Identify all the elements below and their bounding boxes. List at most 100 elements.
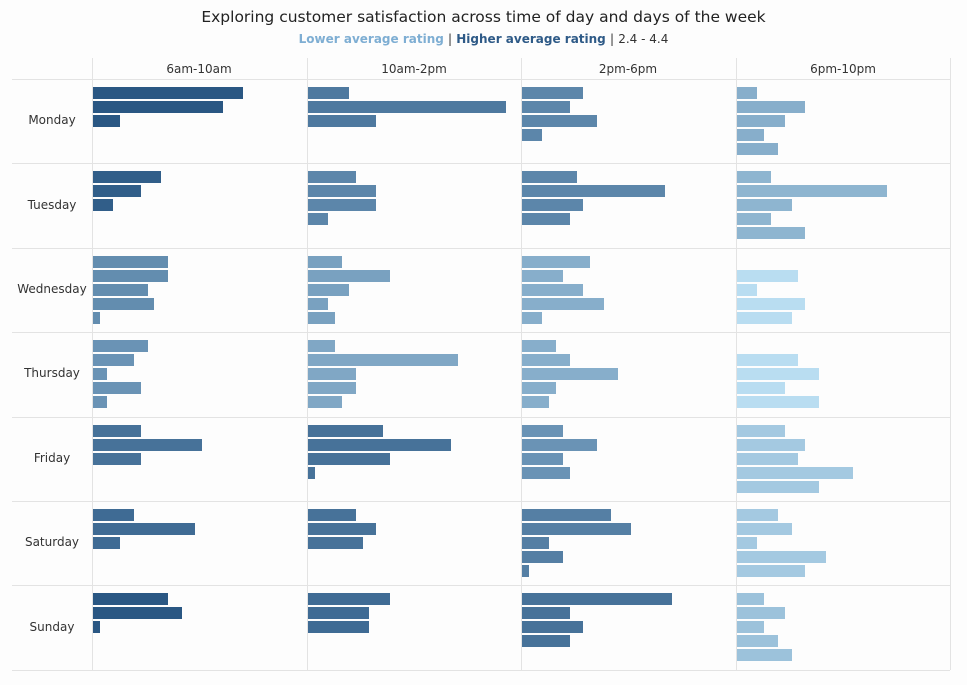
- bar: [93, 425, 141, 437]
- bar: [308, 87, 349, 99]
- bar: [737, 396, 819, 408]
- bar: [308, 185, 376, 197]
- bar: [522, 368, 618, 380]
- bar: [93, 199, 113, 211]
- row-header: Saturday: [24, 535, 80, 549]
- bar: [522, 509, 611, 521]
- bar: [737, 312, 792, 324]
- bar: [737, 649, 792, 661]
- grid-line-vertical: [950, 58, 951, 670]
- bar: [522, 199, 583, 211]
- bar: [93, 354, 134, 366]
- legend-high-label: Higher average rating: [456, 32, 606, 46]
- bar: [93, 256, 168, 268]
- bar: [737, 368, 819, 380]
- legend-separator: |: [609, 32, 615, 46]
- bar: [308, 509, 356, 521]
- bar: [93, 101, 223, 113]
- bar: [737, 523, 792, 535]
- bar: [93, 382, 141, 394]
- row-header: Thursday: [24, 366, 80, 380]
- bar: [737, 537, 757, 549]
- bar: [308, 368, 356, 380]
- grid-line-horizontal: [12, 670, 950, 671]
- bar: [93, 509, 134, 521]
- bar: [93, 453, 141, 465]
- bar: [522, 171, 577, 183]
- grid-line-horizontal: [12, 417, 950, 418]
- row-header: Tuesday: [27, 198, 77, 212]
- bar: [93, 621, 100, 633]
- grid-line-horizontal: [12, 585, 950, 586]
- grid-line-horizontal: [12, 248, 950, 249]
- bar: [308, 593, 390, 605]
- bar: [93, 171, 161, 183]
- bar: [93, 87, 243, 99]
- row-header: Friday: [33, 451, 71, 465]
- bar: [522, 635, 570, 647]
- bar: [737, 213, 771, 225]
- legend-low-label: Lower average rating: [298, 32, 444, 46]
- bar: [93, 115, 120, 127]
- chart-title: Exploring customer satisfaction across t…: [201, 8, 766, 26]
- bar: [737, 453, 798, 465]
- bar: [93, 312, 100, 324]
- bar: [522, 129, 542, 141]
- bar: [522, 593, 672, 605]
- bar: [522, 340, 556, 352]
- bar: [522, 565, 529, 577]
- grid-line-horizontal: [12, 79, 950, 80]
- bar: [737, 171, 771, 183]
- bar: [308, 607, 369, 619]
- bar: [737, 607, 785, 619]
- bar: [737, 382, 785, 394]
- bar: [93, 523, 195, 535]
- bar: [522, 354, 570, 366]
- grid-line-vertical: [736, 58, 737, 670]
- bar: [522, 185, 665, 197]
- bar: [737, 551, 826, 563]
- bar: [522, 453, 563, 465]
- bar: [522, 312, 542, 324]
- bar: [93, 537, 120, 549]
- bar: [308, 312, 335, 324]
- row-header: Monday: [28, 113, 76, 127]
- bar: [93, 340, 148, 352]
- bar: [308, 354, 458, 366]
- bar: [737, 593, 764, 605]
- bar: [522, 284, 583, 296]
- bar: [308, 425, 383, 437]
- bar: [522, 467, 570, 479]
- color-legend: Lower average rating | Higher average ra…: [0, 32, 967, 46]
- bar: [737, 270, 798, 282]
- bar: [308, 115, 376, 127]
- bar: [522, 101, 570, 113]
- bar: [737, 481, 819, 493]
- bar: [308, 213, 328, 225]
- grid-line-horizontal: [12, 501, 950, 502]
- bar: [522, 382, 556, 394]
- bar: [737, 115, 785, 127]
- bar: [308, 340, 335, 352]
- bar: [93, 270, 168, 282]
- bar: [522, 115, 597, 127]
- bar: [308, 101, 506, 113]
- column-header: 6pm-10pm: [810, 62, 876, 76]
- bar: [737, 284, 757, 296]
- column-header: 10am-2pm: [381, 62, 447, 76]
- bar: [737, 101, 805, 113]
- bar: [737, 143, 778, 155]
- bar: [522, 621, 583, 633]
- bar: [308, 439, 451, 451]
- bar: [308, 270, 390, 282]
- bar: [522, 425, 563, 437]
- bar: [93, 396, 107, 408]
- bar: [308, 298, 328, 310]
- bar: [93, 593, 168, 605]
- bar: [737, 129, 764, 141]
- bar: [522, 396, 549, 408]
- bar: [522, 607, 570, 619]
- grid-line-vertical: [521, 58, 522, 670]
- bar: [522, 551, 563, 563]
